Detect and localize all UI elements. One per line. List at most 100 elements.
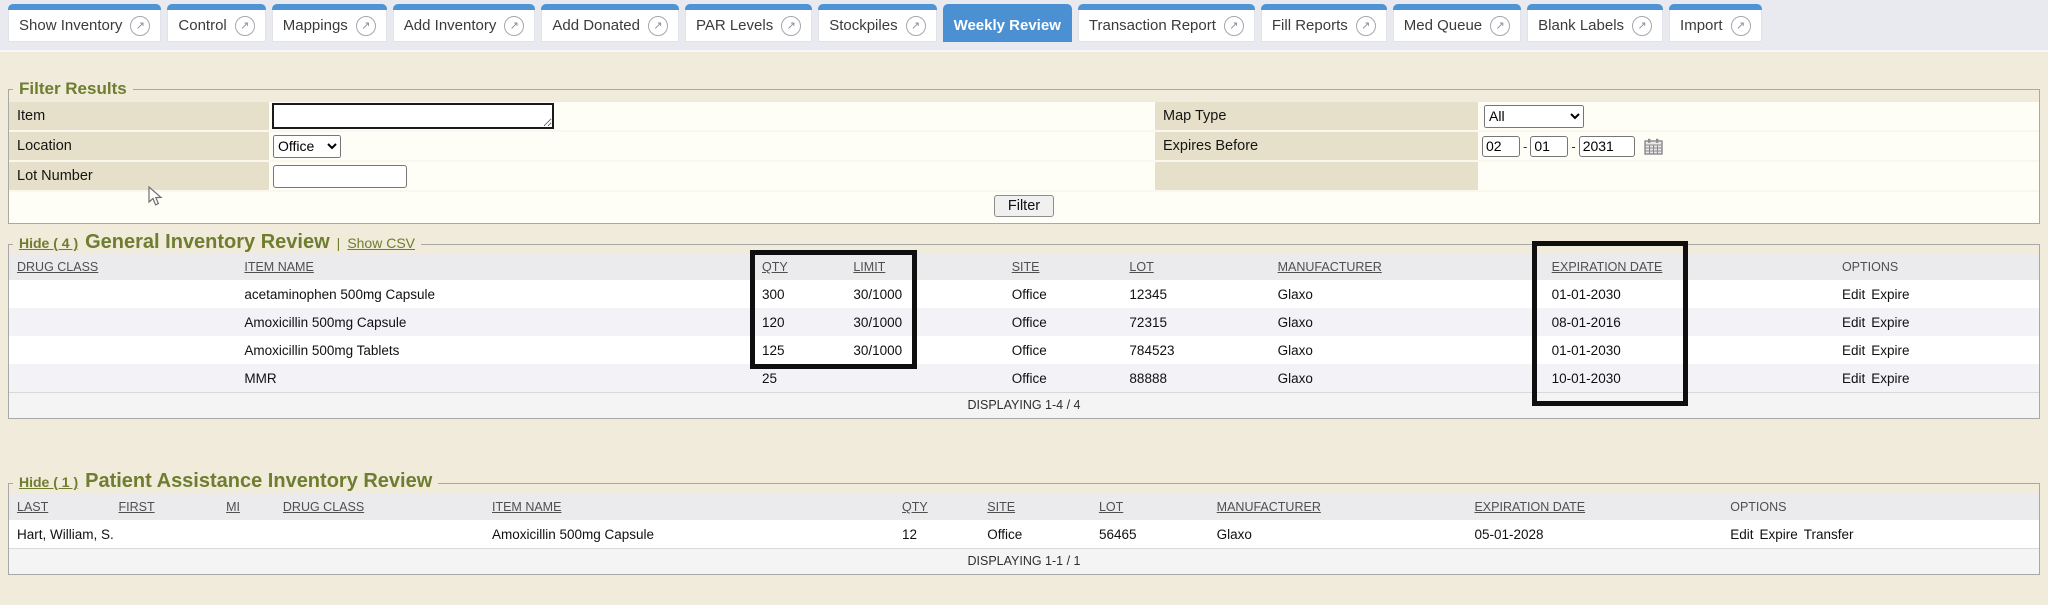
col-header-qty[interactable]: QTY <box>754 254 846 280</box>
tab-transaction-report[interactable]: Transaction Report ↗ <box>1077 4 1255 42</box>
open-in-new-icon[interactable]: ↗ <box>234 15 255 36</box>
col-header-drug-class[interactable]: DRUG CLASS <box>9 254 237 280</box>
table-header-row: LAST FIRST MI DRUG CLASS ITEM NAME QTY S… <box>9 494 2039 520</box>
edit-link[interactable]: Edit <box>1841 370 1866 386</box>
open-in-new-icon[interactable]: ↗ <box>905 15 926 36</box>
col-header-site[interactable]: SITE <box>1003 254 1122 280</box>
open-in-new-icon[interactable]: ↗ <box>355 15 376 36</box>
col-header-last[interactable]: LAST <box>9 494 111 520</box>
edit-link[interactable]: Edit <box>1841 342 1866 358</box>
tab-par-levels[interactable]: PAR Levels ↗ <box>684 4 813 42</box>
cell-manufacturer: Glaxo <box>1277 370 1313 386</box>
edit-link[interactable]: Edit <box>1841 286 1866 302</box>
table-header-row: DRUG CLASS ITEM NAME QTY LIMIT SITE LOT … <box>9 254 2039 280</box>
tab-add-inventory[interactable]: Add Inventory ↗ <box>392 4 536 42</box>
col-header-drug-class[interactable]: DRUG CLASS <box>274 494 484 520</box>
open-in-new-icon[interactable]: ↗ <box>1730 15 1751 36</box>
tab-accent-strip <box>1077 4 1255 10</box>
expire-link[interactable]: Expire <box>1871 342 1910 358</box>
lot-number-input[interactable] <box>273 164 407 188</box>
col-header-lot[interactable]: LOT <box>1121 254 1270 280</box>
open-in-new-icon[interactable]: ↗ <box>647 15 668 36</box>
tab-weekly-review-active[interactable]: Weekly Review <box>942 4 1072 42</box>
col-header-item-name[interactable]: ITEM NAME <box>236 254 755 280</box>
open-in-new-icon[interactable]: ↗ <box>130 15 151 36</box>
table-row: MMR 25 Office 88888 Glaxo 10-01-2030 Edi… <box>9 364 2039 392</box>
cell-options: Edit Expire <box>1834 308 2039 336</box>
tab-stockpiles[interactable]: Stockpiles ↗ <box>818 4 937 42</box>
hide-patient-link[interactable]: Hide ( 1 ) <box>19 474 79 490</box>
col-header-expiration-date[interactable]: EXPIRATION DATE <box>1543 254 1834 280</box>
col-header-first[interactable]: FIRST <box>110 494 219 520</box>
col-header-qty[interactable]: QTY <box>894 494 980 520</box>
cell-site: Office <box>1011 370 1047 386</box>
col-header-options: OPTIONS <box>1722 494 2039 520</box>
open-in-new-icon[interactable]: ↗ <box>781 15 802 36</box>
expire-link[interactable]: Expire <box>1871 286 1910 302</box>
expires-day-input[interactable] <box>1530 135 1569 157</box>
tab-accent-strip <box>271 4 387 10</box>
cell-qty: 300 <box>762 286 785 302</box>
cell-item-name: Amoxicillin 500mg Capsule <box>491 526 655 542</box>
empty-field-cell <box>1478 162 2039 192</box>
col-header-expiration-date[interactable]: EXPIRATION DATE <box>1466 494 1723 520</box>
show-csv-link[interactable]: Show CSV <box>347 235 416 251</box>
tab-fill-reports[interactable]: Fill Reports ↗ <box>1260 4 1387 42</box>
tab-add-donated[interactable]: Add Donated ↗ <box>541 4 679 42</box>
tab-accent-strip <box>392 4 536 10</box>
tab-bar: Show Inventory ↗ Control ↗ Mappings ↗ Ad… <box>0 0 2048 52</box>
cell-lot: 56465 <box>1098 526 1137 542</box>
tab-accent-strip <box>167 4 266 10</box>
col-header-mi[interactable]: MI <box>218 494 275 520</box>
tab-blank-labels[interactable]: Blank Labels ↗ <box>1527 4 1664 42</box>
cell-options: Edit Expire <box>1834 364 2039 392</box>
item-input[interactable] <box>272 103 554 129</box>
calendar-icon[interactable] <box>1643 138 1663 155</box>
transfer-link[interactable]: Transfer <box>1803 526 1854 542</box>
map-type-select[interactable]: All <box>1484 104 1584 128</box>
tab-label: Import <box>1680 17 1723 34</box>
col-header-lot[interactable]: LOT <box>1090 494 1209 520</box>
cell-limit <box>845 364 1003 392</box>
open-in-new-icon[interactable]: ↗ <box>504 15 525 36</box>
cell-site: Office <box>1011 342 1047 358</box>
open-in-new-icon[interactable]: ↗ <box>1490 15 1511 36</box>
cell-qty: 120 <box>762 314 785 330</box>
expire-link[interactable]: Expire <box>1871 314 1910 330</box>
expires-year-input[interactable] <box>1578 135 1635 157</box>
hide-general-link[interactable]: Hide ( 4 ) <box>19 235 79 251</box>
lot-number-label: Lot Number <box>9 162 269 192</box>
tab-accent-strip <box>684 4 813 10</box>
col-header-manufacturer[interactable]: MANUFACTURER <box>1208 494 1467 520</box>
expires-month-input[interactable] <box>1482 135 1520 157</box>
col-header-manufacturer[interactable]: MANUFACTURER <box>1269 254 1544 280</box>
cell-expiration-date: 08-01-2016 <box>1551 314 1621 330</box>
tab-mappings[interactable]: Mappings ↗ <box>271 4 387 42</box>
tab-label: Control <box>178 17 227 34</box>
filter-results-panel: Filter Results Item Map Type All Locatio… <box>8 79 2040 224</box>
edit-link[interactable]: Edit <box>1841 314 1866 330</box>
cell-patient-name: Hart, William, S. <box>17 526 114 542</box>
expire-link[interactable]: Expire <box>1759 526 1798 542</box>
tab-label: Fill Reports <box>1271 17 1348 34</box>
tab-accent-strip <box>1527 4 1664 10</box>
edit-link[interactable]: Edit <box>1730 526 1754 542</box>
col-header-item-name[interactable]: ITEM NAME <box>483 494 895 520</box>
cell-limit: 30/1000 <box>853 314 903 330</box>
tab-med-queue[interactable]: Med Queue ↗ <box>1392 4 1522 42</box>
tab-control[interactable]: Control ↗ <box>167 4 266 42</box>
open-in-new-icon[interactable]: ↗ <box>1355 15 1376 36</box>
expire-link[interactable]: Expire <box>1871 370 1910 386</box>
col-header-limit[interactable]: LIMIT <box>845 254 1004 280</box>
location-select[interactable]: Office <box>273 134 341 158</box>
open-in-new-icon[interactable]: ↗ <box>1632 15 1653 36</box>
general-inventory-panel: Hide ( 4 ) General Inventory Review | Sh… <box>8 231 2040 419</box>
tab-show-inventory[interactable]: Show Inventory ↗ <box>8 4 162 42</box>
filter-button[interactable]: Filter <box>993 195 1055 217</box>
tab-accent-strip <box>541 4 679 10</box>
tab-import[interactable]: Import ↗ <box>1669 4 1762 42</box>
open-in-new-icon[interactable]: ↗ <box>1223 15 1244 36</box>
cell-options: Edit Expire Transfer <box>1722 520 2039 548</box>
col-header-site[interactable]: SITE <box>979 494 1091 520</box>
